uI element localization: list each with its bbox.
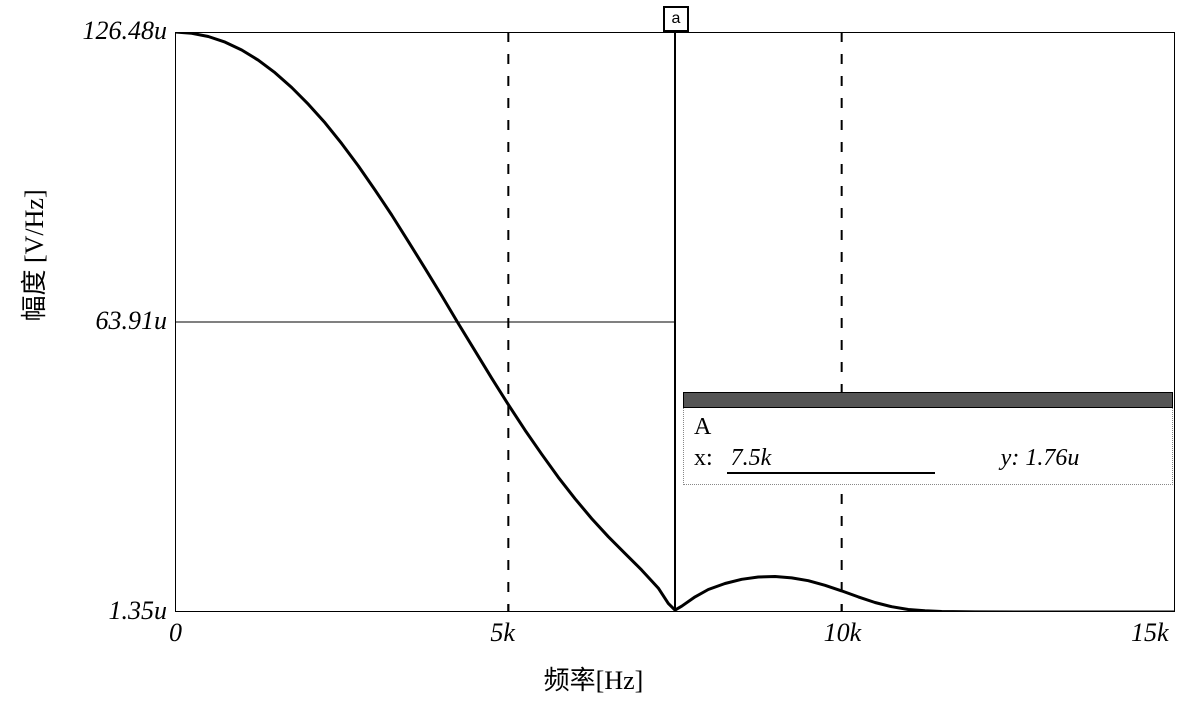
readout-y-value: 1.76u [1025, 445, 1079, 471]
x-tick-label: 15k [1131, 618, 1169, 648]
readout-x-value[interactable]: 7.5k [727, 445, 935, 474]
cursor-marker-tab[interactable]: a [663, 6, 689, 32]
readout-y-label: y: [1001, 445, 1020, 471]
y-tick-label: 63.91u [96, 306, 168, 336]
y-axis-label: 幅度 [V/Hz] [14, 189, 51, 321]
cursor-readout-box[interactable]: A x: 7.5k y: 1.76u [683, 392, 1173, 485]
readout-x-label: x: [694, 445, 713, 471]
readout-body: A x: 7.5k y: 1.76u [683, 408, 1173, 485]
readout-series-label: A [694, 414, 711, 440]
chart-plot [175, 32, 1175, 612]
readout-titlebar[interactable] [683, 392, 1173, 408]
x-tick-label: 0 [169, 618, 182, 648]
x-tick-label: 5k [490, 618, 515, 648]
y-tick-label: 1.35u [109, 596, 168, 626]
y-tick-label: 126.48u [83, 16, 168, 46]
x-axis-label: 频率[Hz] [0, 660, 1187, 697]
x-tick-label: 10k [824, 618, 862, 648]
